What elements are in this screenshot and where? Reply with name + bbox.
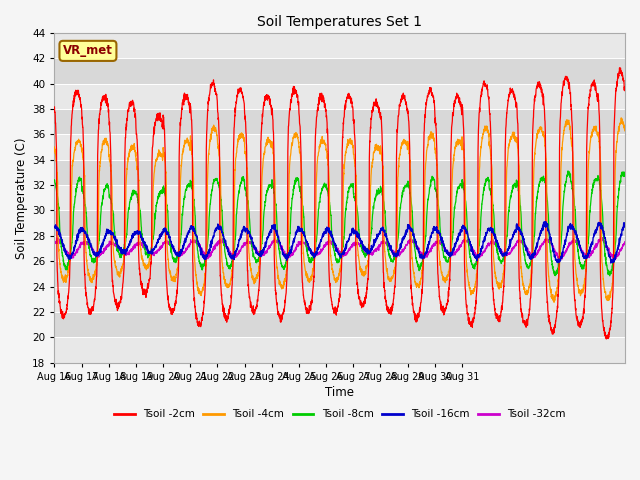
Bar — [54, 185, 625, 211]
Bar — [54, 211, 625, 236]
Legend: Tsoil -2cm, Tsoil -4cm, Tsoil -8cm, Tsoil -16cm, Tsoil -32cm: Tsoil -2cm, Tsoil -4cm, Tsoil -8cm, Tsoi… — [109, 405, 570, 423]
Bar — [54, 84, 625, 109]
Bar — [54, 236, 625, 261]
Bar — [54, 337, 625, 363]
Bar — [54, 134, 625, 160]
Bar — [54, 109, 625, 134]
Bar — [54, 58, 625, 84]
X-axis label: Time: Time — [325, 386, 354, 399]
Bar — [54, 33, 625, 58]
Bar — [54, 160, 625, 185]
Bar — [54, 261, 625, 287]
Bar — [54, 312, 625, 337]
Title: Soil Temperatures Set 1: Soil Temperatures Set 1 — [257, 15, 422, 29]
Bar — [54, 287, 625, 312]
Y-axis label: Soil Temperature (C): Soil Temperature (C) — [15, 137, 28, 259]
Text: VR_met: VR_met — [63, 44, 113, 58]
